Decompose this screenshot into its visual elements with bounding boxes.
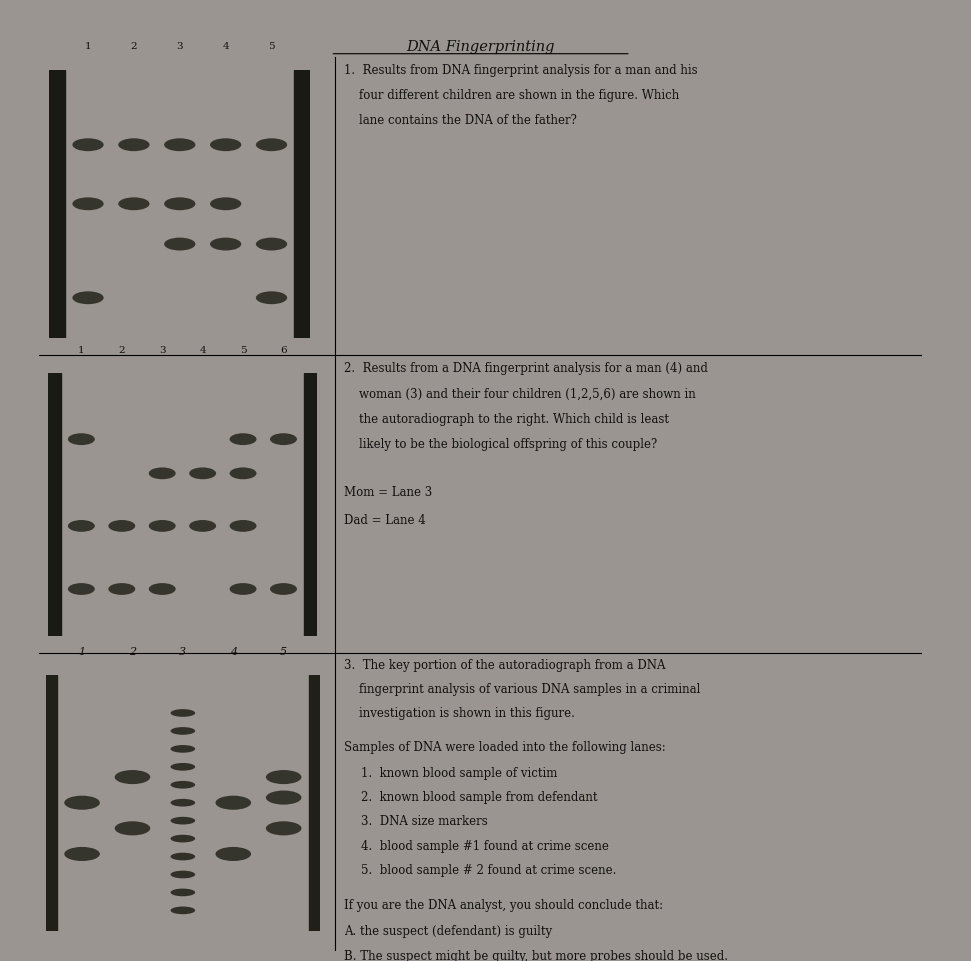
Ellipse shape: [229, 520, 256, 531]
Text: 4: 4: [222, 41, 229, 51]
Text: 5: 5: [280, 647, 287, 656]
Ellipse shape: [229, 583, 256, 595]
Text: B. The suspect might be guilty, but more probes should be used.: B. The suspect might be guilty, but more…: [344, 950, 727, 961]
Text: 6: 6: [281, 346, 286, 355]
Text: 1.  known blood sample of victim: 1. known blood sample of victim: [361, 767, 557, 779]
Ellipse shape: [256, 138, 287, 151]
Bar: [48, 374, 61, 636]
Ellipse shape: [266, 770, 301, 784]
Ellipse shape: [171, 817, 195, 825]
Ellipse shape: [216, 796, 251, 810]
Text: Samples of DNA were loaded into the following lanes:: Samples of DNA were loaded into the foll…: [344, 741, 665, 753]
Ellipse shape: [68, 433, 95, 445]
Ellipse shape: [171, 889, 195, 897]
Text: 1: 1: [78, 346, 84, 355]
Text: four different children are shown in the figure. Which: four different children are shown in the…: [344, 89, 679, 102]
Text: 5: 5: [268, 41, 275, 51]
Ellipse shape: [118, 197, 150, 210]
Text: the autoradiograph to the right. Which child is least: the autoradiograph to the right. Which c…: [344, 412, 669, 426]
Text: 5: 5: [240, 346, 247, 355]
Text: 3.  The key portion of the autoradiograph from a DNA: 3. The key portion of the autoradiograph…: [344, 658, 665, 672]
Ellipse shape: [68, 520, 95, 531]
Text: investigation is shown in this figure.: investigation is shown in this figure.: [344, 707, 575, 720]
Text: 3: 3: [177, 41, 184, 51]
Ellipse shape: [73, 197, 104, 210]
Ellipse shape: [270, 583, 297, 595]
Ellipse shape: [171, 799, 195, 806]
Text: 1: 1: [79, 647, 85, 656]
Text: fingerprint analysis of various DNA samples in a criminal: fingerprint analysis of various DNA samp…: [344, 683, 700, 696]
Bar: [50, 69, 65, 338]
Ellipse shape: [189, 520, 217, 531]
Bar: [294, 69, 310, 338]
Bar: [309, 675, 319, 931]
Ellipse shape: [149, 583, 176, 595]
Ellipse shape: [109, 520, 135, 531]
Ellipse shape: [210, 138, 241, 151]
Ellipse shape: [171, 727, 195, 735]
Text: 4: 4: [199, 346, 206, 355]
Ellipse shape: [109, 583, 135, 595]
Text: Mom = Lane 3: Mom = Lane 3: [344, 486, 432, 499]
Ellipse shape: [164, 138, 195, 151]
Text: A. the suspect (defendant) is guilty: A. the suspect (defendant) is guilty: [344, 925, 552, 938]
Ellipse shape: [266, 791, 301, 804]
Text: 4.  blood sample #1 found at crime scene: 4. blood sample #1 found at crime scene: [361, 840, 609, 852]
Ellipse shape: [149, 467, 176, 480]
Ellipse shape: [189, 467, 217, 480]
Text: Dad = Lane 4: Dad = Lane 4: [344, 514, 425, 528]
Text: 1: 1: [84, 41, 91, 51]
Ellipse shape: [171, 835, 195, 843]
Ellipse shape: [171, 906, 195, 914]
Ellipse shape: [266, 822, 301, 835]
Ellipse shape: [115, 822, 151, 835]
Text: 5.  blood sample # 2 found at crime scene.: 5. blood sample # 2 found at crime scene…: [361, 864, 617, 876]
Text: lane contains the DNA of the father?: lane contains the DNA of the father?: [344, 114, 577, 127]
Text: 3: 3: [180, 647, 186, 656]
Ellipse shape: [149, 520, 176, 531]
Ellipse shape: [171, 763, 195, 771]
Ellipse shape: [115, 770, 151, 784]
Ellipse shape: [229, 467, 256, 480]
Ellipse shape: [171, 745, 195, 752]
Text: 2.  Results from a DNA fingerprint analysis for a man (4) and: 2. Results from a DNA fingerprint analys…: [344, 362, 708, 375]
Ellipse shape: [171, 871, 195, 878]
Ellipse shape: [64, 847, 100, 861]
Text: 2: 2: [118, 346, 125, 355]
Text: 2: 2: [130, 41, 137, 51]
Text: 4: 4: [230, 647, 237, 656]
Ellipse shape: [164, 197, 195, 210]
Ellipse shape: [171, 709, 195, 717]
Ellipse shape: [68, 583, 95, 595]
Ellipse shape: [210, 197, 241, 210]
Text: woman (3) and their four children (1,2,5,6) are shown in: woman (3) and their four children (1,2,5…: [344, 387, 695, 401]
Ellipse shape: [164, 237, 195, 251]
Ellipse shape: [118, 138, 150, 151]
Text: 2.  known blood sample from defendant: 2. known blood sample from defendant: [361, 791, 598, 804]
Text: 2: 2: [129, 647, 136, 656]
Ellipse shape: [210, 237, 241, 251]
Bar: [46, 675, 57, 931]
Text: If you are the DNA analyst, you should conclude that:: If you are the DNA analyst, you should c…: [344, 899, 663, 912]
Text: likely to be the biological offspring of this couple?: likely to be the biological offspring of…: [344, 438, 657, 451]
Bar: [304, 374, 318, 636]
Ellipse shape: [216, 847, 251, 861]
Ellipse shape: [270, 433, 297, 445]
Ellipse shape: [171, 852, 195, 860]
Ellipse shape: [171, 781, 195, 789]
Ellipse shape: [256, 237, 287, 251]
Text: 1.  Results from DNA fingerprint analysis for a man and his: 1. Results from DNA fingerprint analysis…: [344, 64, 697, 77]
Ellipse shape: [229, 433, 256, 445]
Ellipse shape: [73, 138, 104, 151]
Ellipse shape: [256, 291, 287, 305]
Text: 3.  DNA size markers: 3. DNA size markers: [361, 815, 488, 828]
Text: 3: 3: [159, 346, 165, 355]
Text: DNA Fingerprinting: DNA Fingerprinting: [407, 39, 554, 54]
Ellipse shape: [73, 291, 104, 305]
Ellipse shape: [64, 796, 100, 810]
